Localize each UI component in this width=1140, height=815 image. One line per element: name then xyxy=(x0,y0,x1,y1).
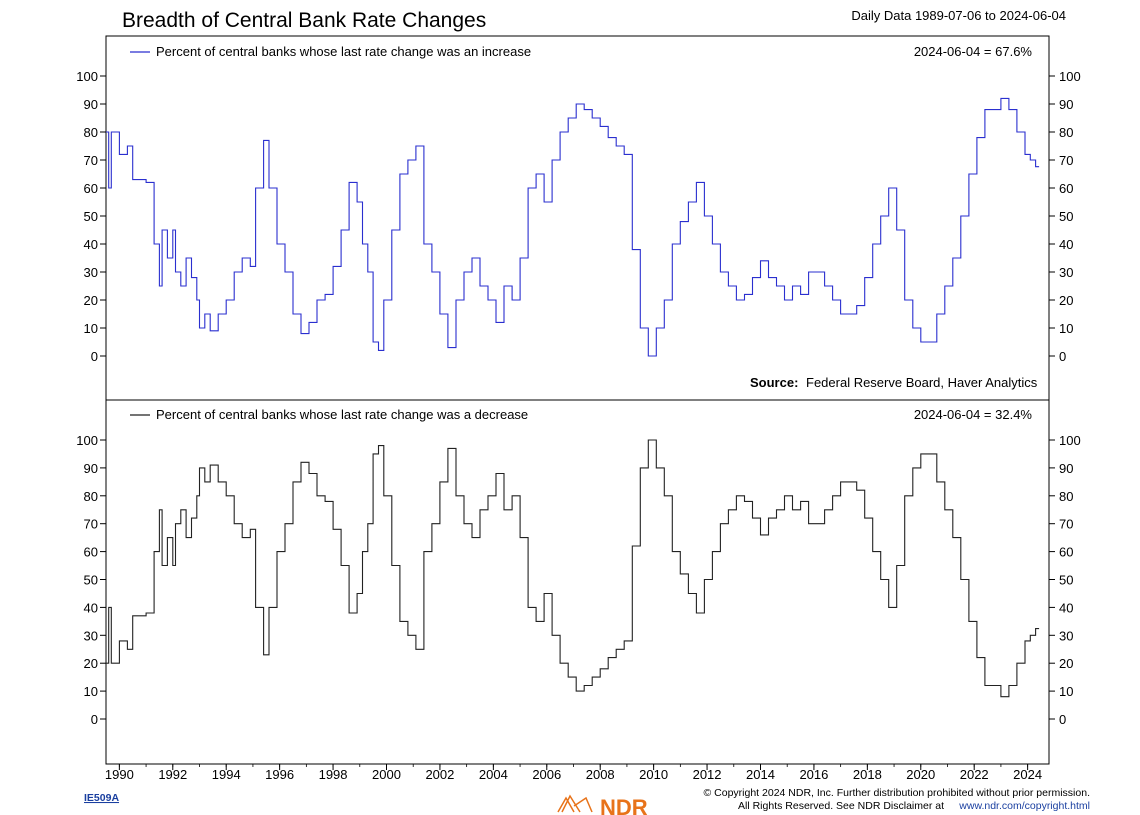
chart-title: Breadth of Central Bank Rate Changes xyxy=(122,9,486,32)
y-tick-label-left: 90 xyxy=(84,461,98,476)
date-range: Daily Data 1989-07-06 to 2024-06-04 xyxy=(851,8,1066,23)
decrease-panel: Percent of central banks whose last rate… xyxy=(76,407,1080,727)
y-tick-label-left: 80 xyxy=(84,125,98,140)
x-tick-label: 1992 xyxy=(158,767,187,782)
y-tick-label-left: 20 xyxy=(84,293,98,308)
y-tick-label-right: 0 xyxy=(1059,349,1066,364)
x-tick-label: 2012 xyxy=(693,767,722,782)
y-tick-label-left: 40 xyxy=(84,237,98,252)
y-tick-label-left: 100 xyxy=(76,69,98,84)
y-tick-label-right: 60 xyxy=(1059,545,1073,560)
y-tick-label-right: 20 xyxy=(1059,293,1073,308)
y-tick-label-right: 100 xyxy=(1059,69,1081,84)
chart-code: IE509A xyxy=(84,792,119,804)
x-tick-label: 1998 xyxy=(319,767,348,782)
y-tick-label-left: 30 xyxy=(84,265,98,280)
source-label: Source: xyxy=(750,375,798,390)
y-tick-label-right: 20 xyxy=(1059,656,1073,671)
legend-increase: Percent of central banks whose last rate… xyxy=(156,44,531,59)
x-tick-label: 2008 xyxy=(586,767,615,782)
y-tick-label-left: 70 xyxy=(84,517,98,532)
latest-decrease-label: 2024-06-04 = 32.4% xyxy=(914,407,1033,422)
y-tick-label-left: 60 xyxy=(84,545,98,560)
y-tick-label-left: 50 xyxy=(84,573,98,588)
decrease-y-axis: 0 0 10 10 20 20 30 30 40 40 50 50 60 60 70 70 80 80 90 90 10… xyxy=(76,433,1080,727)
y-tick-label-left: 10 xyxy=(84,684,98,699)
y-tick-label-right: 40 xyxy=(1059,600,1073,615)
x-tick-label: 2022 xyxy=(960,767,989,782)
x-tick-label: 2020 xyxy=(906,767,935,782)
increase-panel: Percent of central banks whose last rate… xyxy=(76,44,1080,390)
y-tick-label-left: 70 xyxy=(84,153,98,168)
y-tick-label-left: 50 xyxy=(84,209,98,224)
copyright-link[interactable]: www.ndr.com/copyright.html xyxy=(958,800,1090,812)
x-tick-label: 2006 xyxy=(532,767,561,782)
x-tick-label: 2014 xyxy=(746,767,775,782)
y-tick-label-right: 10 xyxy=(1059,684,1073,699)
y-tick-label-right: 0 xyxy=(1059,712,1066,727)
x-tick-label: 1990 xyxy=(105,767,134,782)
source-text: Federal Reserve Board, Haver Analytics xyxy=(806,375,1038,390)
y-tick-label-right: 50 xyxy=(1059,573,1073,588)
x-tick-label: 1994 xyxy=(212,767,241,782)
y-tick-label-left: 30 xyxy=(84,628,98,643)
x-tick-label: 2000 xyxy=(372,767,401,782)
x-axis: 1990 1992 1994 1996 1998 2000 2002 2004 2006 2008… xyxy=(105,764,1042,782)
y-tick-label-right: 30 xyxy=(1059,265,1073,280)
y-tick-label-right: 60 xyxy=(1059,181,1073,196)
y-tick-label-right: 90 xyxy=(1059,461,1073,476)
x-tick-label: 2002 xyxy=(425,767,454,782)
x-tick-label: 1996 xyxy=(265,767,294,782)
y-tick-label-left: 80 xyxy=(84,489,98,504)
decrease-series-line xyxy=(106,439,1040,698)
y-tick-label-left: 20 xyxy=(84,656,98,671)
y-tick-label-right: 80 xyxy=(1059,489,1073,504)
legend-decrease: Percent of central banks whose last rate… xyxy=(156,407,528,422)
y-tick-label-right: 70 xyxy=(1059,153,1073,168)
y-tick-label-right: 10 xyxy=(1059,321,1073,336)
x-tick-label: 2018 xyxy=(853,767,882,782)
copyright-line-1: © Copyright 2024 NDR, Inc. Further distr… xyxy=(704,787,1091,799)
y-tick-label-right: 30 xyxy=(1059,628,1073,643)
y-tick-label-right: 80 xyxy=(1059,125,1073,140)
y-tick-label-left: 60 xyxy=(84,181,98,196)
y-tick-label-left: 90 xyxy=(84,97,98,112)
ndr-logo: NDR xyxy=(557,794,648,815)
y-tick-label-right: 50 xyxy=(1059,209,1073,224)
y-tick-label-right: 100 xyxy=(1059,433,1081,448)
y-tick-label-right: 70 xyxy=(1059,517,1073,532)
y-tick-label-left: 100 xyxy=(76,433,98,448)
x-tick-label: 2004 xyxy=(479,767,508,782)
y-tick-label-left: 0 xyxy=(91,349,98,364)
bull-icon xyxy=(557,794,593,813)
y-tick-label-left: 40 xyxy=(84,600,98,615)
x-tick-label: 2024 xyxy=(1013,767,1042,782)
y-tick-label-right: 40 xyxy=(1059,237,1073,252)
latest-increase-label: 2024-06-04 = 67.6% xyxy=(914,44,1033,59)
x-tick-label: 2010 xyxy=(639,767,668,782)
increase-series-line xyxy=(106,97,1040,357)
y-tick-label-left: 0 xyxy=(91,712,98,727)
logo-text: NDR xyxy=(600,795,648,815)
increase-y-axis: 0 0 10 10 20 20 30 30 40 40 50 50 60 60 70 70 80 80 90 90 10… xyxy=(76,69,1080,364)
y-tick-label-right: 90 xyxy=(1059,97,1073,112)
copyright-line-2: All Rights Reserved. See NDR Disclaimer … xyxy=(738,800,944,812)
x-tick-label: 2016 xyxy=(799,767,828,782)
y-tick-label-left: 10 xyxy=(84,321,98,336)
